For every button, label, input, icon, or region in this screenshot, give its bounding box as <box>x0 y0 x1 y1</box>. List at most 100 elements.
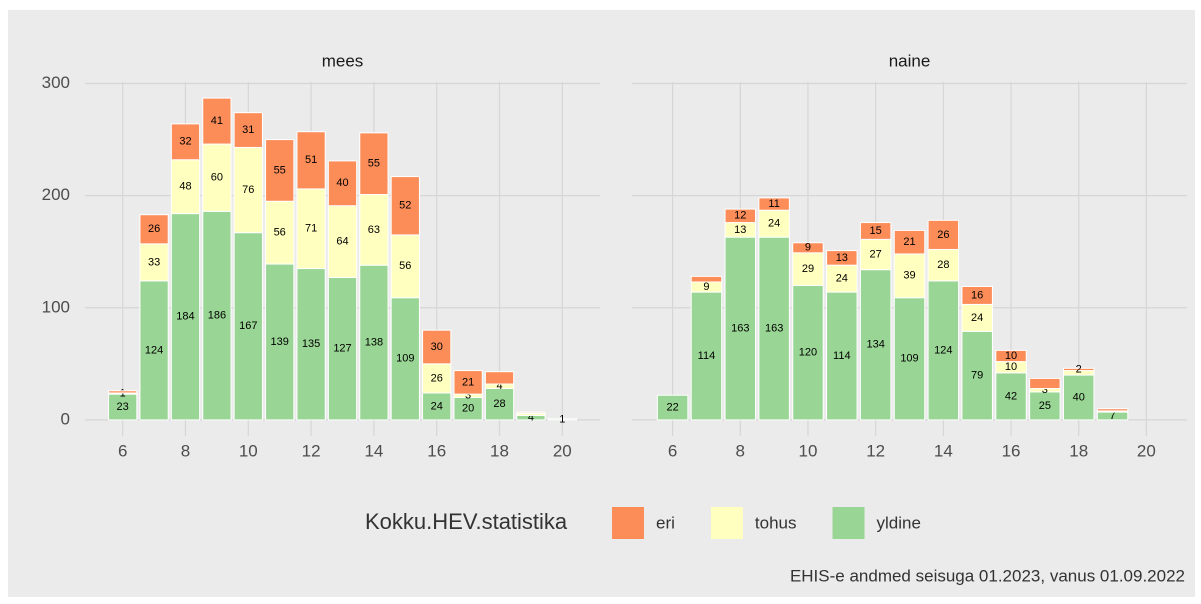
facet-title: naine <box>889 51 931 70</box>
bar-segment <box>327 205 358 279</box>
data-label: 60 <box>211 172 223 184</box>
x-tick-label: 14 <box>934 441 953 460</box>
data-label: 42 <box>1005 390 1017 402</box>
data-label: 10 <box>1005 361 1017 373</box>
data-label: 134 <box>866 339 884 351</box>
data-label: 71 <box>305 223 317 235</box>
bar-segment <box>296 131 326 190</box>
data-label: 52 <box>399 200 411 212</box>
data-label: 28 <box>493 398 505 410</box>
data-label: 30 <box>431 341 443 353</box>
x-tick-label: 20 <box>1137 441 1156 460</box>
bar-segment <box>265 200 295 265</box>
bar-segment <box>547 418 577 421</box>
data-label: 33 <box>148 256 160 268</box>
bar-segment <box>792 284 824 421</box>
legend-title: Kokku.HEV.statistika <box>365 509 568 534</box>
legend-label: tohus <box>755 513 797 532</box>
bar-segment <box>1029 377 1061 390</box>
data-label: 76 <box>242 184 254 196</box>
data-label: 109 <box>396 353 414 365</box>
y-tick-label: 100 <box>42 297 70 316</box>
x-tick-label: 8 <box>736 441 745 460</box>
data-label: 32 <box>179 136 191 148</box>
data-label: 26 <box>148 223 160 235</box>
x-tick-label: 16 <box>427 441 446 460</box>
data-label: 41 <box>211 115 223 127</box>
data-label: 24 <box>971 312 983 324</box>
bar-segment <box>1062 374 1095 421</box>
data-label: 22 <box>666 401 678 413</box>
legend-label: yldine <box>877 513 921 532</box>
x-tick-label: 14 <box>364 441 383 460</box>
data-label: 55 <box>274 164 286 176</box>
facet-title: mees <box>322 51 364 70</box>
x-tick-label: 18 <box>1069 441 1088 460</box>
data-label: 26 <box>431 372 443 384</box>
data-label: 163 <box>731 322 749 334</box>
data-label: 120 <box>799 347 817 359</box>
data-label: 11 <box>768 198 779 210</box>
data-label: 135 <box>302 338 320 350</box>
bar-segment <box>108 390 138 394</box>
bar-segment <box>233 146 263 234</box>
data-label: 40 <box>336 177 348 189</box>
data-label: 27 <box>870 248 882 260</box>
data-label: 31 <box>242 124 254 136</box>
y-tick-label: 0 <box>61 409 70 428</box>
bar-segment <box>296 268 326 421</box>
x-tick-label: 6 <box>118 441 127 460</box>
bar-segment <box>927 219 960 250</box>
data-label: 114 <box>698 350 716 362</box>
data-label: 1 <box>559 413 565 425</box>
data-label: 124 <box>934 344 952 356</box>
data-label: 64 <box>336 236 348 248</box>
data-label: 26 <box>937 229 949 241</box>
bar-segment <box>108 393 138 421</box>
x-tick-label: 12 <box>302 441 321 460</box>
bar-segment <box>359 264 389 421</box>
x-tick-label: 8 <box>181 441 190 460</box>
y-tick-label: 200 <box>42 185 70 204</box>
bar-segment <box>1096 408 1129 412</box>
bar-segment <box>139 280 169 421</box>
bar-segment <box>690 291 723 421</box>
data-label: 28 <box>937 259 949 271</box>
bar-segment <box>202 97 232 145</box>
data-label: 56 <box>274 227 286 239</box>
bar-segment <box>327 160 358 207</box>
data-label: 48 <box>179 181 191 193</box>
caption: EHIS-e andmed seisuga 01.2023, vanus 01.… <box>790 566 1185 585</box>
bar-segment <box>893 297 926 421</box>
y-tick-label: 300 <box>42 73 70 92</box>
data-label: 9 <box>805 242 811 254</box>
data-label: 114 <box>833 350 851 362</box>
bar-segment <box>724 236 757 421</box>
x-tick-label: 16 <box>1002 441 1021 460</box>
legend-key <box>832 507 865 539</box>
data-label: 24 <box>836 273 848 285</box>
legend-key <box>710 507 743 539</box>
bar-segment <box>453 370 483 395</box>
bar-segment <box>390 176 420 236</box>
bar-segment <box>893 229 926 255</box>
data-label: 55 <box>368 158 380 170</box>
data-label: 15 <box>870 225 882 237</box>
data-label: 20 <box>462 403 474 415</box>
data-label: 23 <box>117 401 129 413</box>
data-label: 51 <box>305 154 317 166</box>
data-label: 138 <box>365 336 383 348</box>
x-tick-label: 20 <box>553 441 572 460</box>
bar-segment <box>724 208 757 224</box>
bar-segment <box>265 139 295 202</box>
bar-segment <box>202 143 232 212</box>
bar-segment <box>758 197 790 211</box>
x-tick-label: 18 <box>490 441 509 460</box>
data-label: 186 <box>208 310 226 322</box>
data-label: 167 <box>239 320 257 332</box>
bar-segment <box>995 372 1027 421</box>
bar-segment <box>893 253 926 299</box>
data-label: 3 <box>1042 384 1048 396</box>
bar-segment <box>758 209 790 238</box>
